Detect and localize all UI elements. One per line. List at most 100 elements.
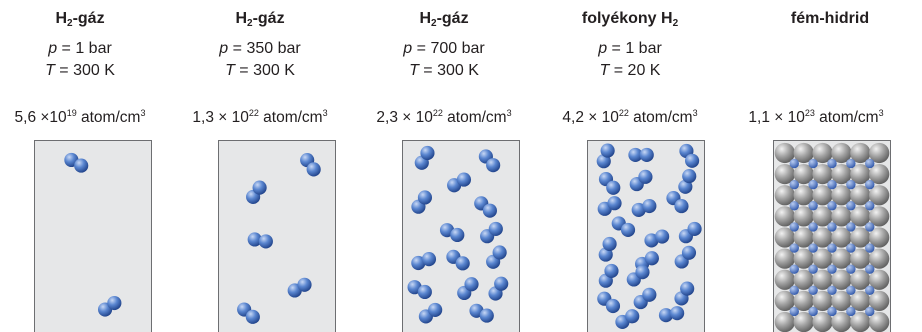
interstitial-h-atom — [827, 201, 837, 211]
column-title: folyékony H2 — [581, 10, 679, 29]
h2-molecule-atom — [644, 233, 659, 248]
h2-molecule-atom — [682, 169, 697, 184]
interstitial-h-atom — [827, 179, 837, 190]
metal-atom — [869, 185, 890, 206]
interstitial-h-atom — [789, 179, 799, 190]
metal-atom — [831, 269, 852, 290]
metal-atom — [812, 290, 833, 312]
interstitial-h-atom — [808, 243, 818, 253]
h2-molecule-atom — [464, 277, 479, 292]
metal-atom — [850, 227, 871, 248]
metal-atom — [831, 142, 852, 164]
h2-molecule-atom — [247, 232, 262, 247]
h2-molecule-atom — [607, 196, 622, 211]
h2-molecule-atom — [642, 198, 657, 214]
interstitial-h-atom — [865, 264, 875, 274]
pressure-label: p = 1 bar — [598, 40, 662, 57]
metal-atom — [812, 311, 833, 332]
interstitial-h-atom — [827, 285, 837, 296]
metal-atom — [774, 269, 795, 290]
h2-molecule-atom — [602, 236, 617, 252]
h2-molecule-atom — [681, 245, 697, 260]
metal-atom — [812, 163, 833, 185]
gas-container-350bar — [218, 140, 336, 332]
metal-atom — [774, 206, 795, 227]
h2-molecule-atom — [655, 229, 670, 244]
h2-molecule-atom — [600, 143, 615, 158]
interstitial-h-atom — [865, 222, 875, 232]
h2-molecule-atom — [642, 287, 657, 302]
h2-molecule-atom — [428, 302, 443, 318]
interstitial-h-atom — [808, 158, 818, 169]
interstitial-h-atom — [827, 306, 837, 317]
interstitial-h-atom — [846, 243, 856, 253]
metal-atom — [850, 290, 871, 312]
h2-molecule-atom — [297, 277, 312, 292]
metal-atom — [793, 248, 814, 269]
interstitial-h-atom — [827, 158, 837, 169]
metal-atom — [793, 269, 814, 290]
temperature-label: T = 300 K — [225, 62, 295, 79]
h2-molecule-atom — [417, 284, 432, 300]
pressure-label: p = 1 bar — [48, 40, 112, 57]
h2-molecule-atom — [670, 306, 685, 321]
h2-molecule-atom — [252, 180, 267, 195]
metal-atom — [774, 163, 795, 185]
metal-atom — [793, 311, 814, 332]
interstitial-h-atom — [808, 264, 818, 274]
h2-molecule-atom — [411, 255, 426, 271]
metal-atom — [831, 311, 852, 332]
h2-molecule-atom — [421, 252, 437, 267]
column-title: H2-gáz — [235, 10, 285, 29]
h2-molecule-atom — [638, 169, 653, 184]
column-title: H2-gáz — [419, 10, 469, 29]
h2-molecule-atom — [631, 202, 646, 218]
metal-atom — [869, 163, 890, 185]
h2-molecule-atom — [604, 263, 619, 278]
h2-molecule-atom — [635, 265, 650, 280]
h2-molecule-atom — [598, 247, 613, 262]
h2-molecule-atom — [450, 227, 465, 243]
metal-atom — [774, 248, 795, 269]
gas-container-700bar — [402, 140, 520, 332]
interstitial-h-atom — [846, 222, 856, 232]
interstitial-h-atom — [865, 179, 875, 190]
metal-atom — [850, 206, 871, 227]
density-label: 5,6 ×1019 atom/cm3 — [14, 108, 146, 126]
h2-molecule-atom — [456, 172, 472, 187]
metal-atom — [793, 185, 814, 206]
h2-molecule-atom — [417, 190, 433, 205]
density-label: 1,1 × 1023 atom/cm3 — [748, 108, 884, 126]
h2-molecule-atom — [680, 281, 695, 296]
h2-molecule-atom — [685, 153, 700, 168]
interstitial-h-atom — [846, 264, 856, 274]
metal-atom — [831, 163, 852, 185]
interstitial-h-atom — [808, 222, 818, 232]
metal-atom — [812, 227, 833, 248]
temperature-label: T = 300 K — [45, 62, 115, 79]
metal-atom — [850, 269, 871, 290]
interstitial-h-atom — [865, 285, 875, 296]
metal-atom — [774, 311, 795, 332]
interstitial-h-atom — [789, 264, 799, 274]
interstitial-h-atom — [827, 222, 837, 232]
h2-molecule-atom — [628, 147, 643, 162]
interstitial-h-atom — [846, 201, 856, 211]
metal-atom — [850, 248, 871, 269]
column-title: H2-gáz — [55, 10, 105, 29]
metal-atom — [812, 248, 833, 269]
metal-atom — [831, 227, 852, 248]
metal-atom — [869, 227, 890, 248]
h2-molecule-atom — [606, 180, 621, 195]
metal-atom — [793, 206, 814, 227]
gas-container-1bar — [34, 140, 152, 332]
interstitial-h-atom — [827, 264, 837, 274]
interstitial-h-atom — [789, 306, 799, 317]
interstitial-h-atom — [789, 285, 799, 296]
metal-atom — [850, 142, 871, 164]
metal-atom — [774, 290, 795, 312]
metal-hydride-container — [773, 140, 891, 332]
h2-molecule-atom — [488, 221, 503, 237]
h2-molecule-atom — [107, 295, 122, 311]
interstitial-h-atom — [846, 158, 856, 169]
